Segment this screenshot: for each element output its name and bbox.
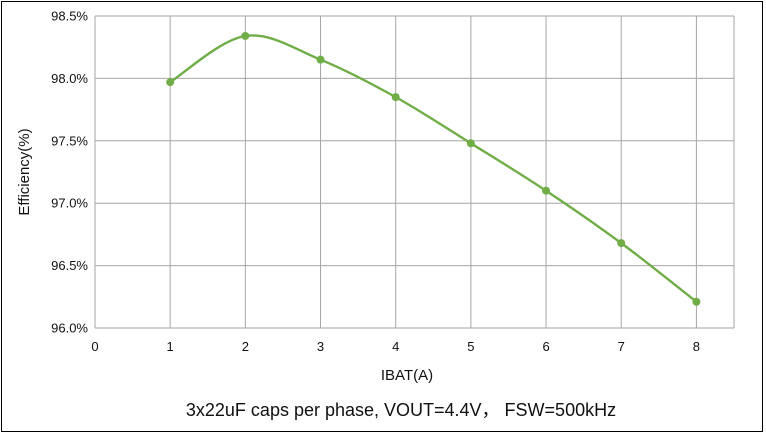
x-tick-label: 3 xyxy=(317,339,324,354)
y-tick-labels: 96.0% 96.5% 97.0% 97.5% 98.0% 98.5% xyxy=(51,9,88,336)
x-tick-label: 8 xyxy=(693,339,700,354)
data-point xyxy=(391,93,400,102)
series-line xyxy=(169,34,698,303)
x-tick-label: 0 xyxy=(91,339,98,354)
y-axis-label: Efficiency(%) xyxy=(16,128,33,215)
x-tick-label: 4 xyxy=(392,339,399,354)
y-tick-label: 96.0% xyxy=(51,321,88,336)
y-tick-label: 97.5% xyxy=(51,133,88,148)
grid-lines xyxy=(94,15,735,329)
series-group xyxy=(166,31,701,306)
data-point xyxy=(542,186,551,195)
y-tick-label: 98.0% xyxy=(51,71,88,86)
x-tick-label: 2 xyxy=(242,339,249,354)
x-axis-label: IBAT(A) xyxy=(381,367,433,384)
y-tick-label: 98.5% xyxy=(51,9,88,24)
data-point xyxy=(617,239,626,248)
data-point xyxy=(466,139,475,148)
y-tick-label: 97.0% xyxy=(51,196,88,211)
y-tick-label: 96.5% xyxy=(51,258,88,273)
data-point xyxy=(166,78,175,87)
x-tick-label: 6 xyxy=(542,339,549,354)
chart-caption: 3x22uF caps per phase, VOUT=4.4V， FSW=50… xyxy=(186,400,616,420)
x-tick-label: 1 xyxy=(167,339,174,354)
data-point xyxy=(241,31,250,40)
data-point xyxy=(692,297,701,306)
data-point xyxy=(316,55,325,64)
x-tick-label: 5 xyxy=(467,339,474,354)
x-tick-label: 7 xyxy=(618,339,625,354)
x-tick-labels: 0 1 2 3 4 5 6 7 8 xyxy=(91,339,700,354)
